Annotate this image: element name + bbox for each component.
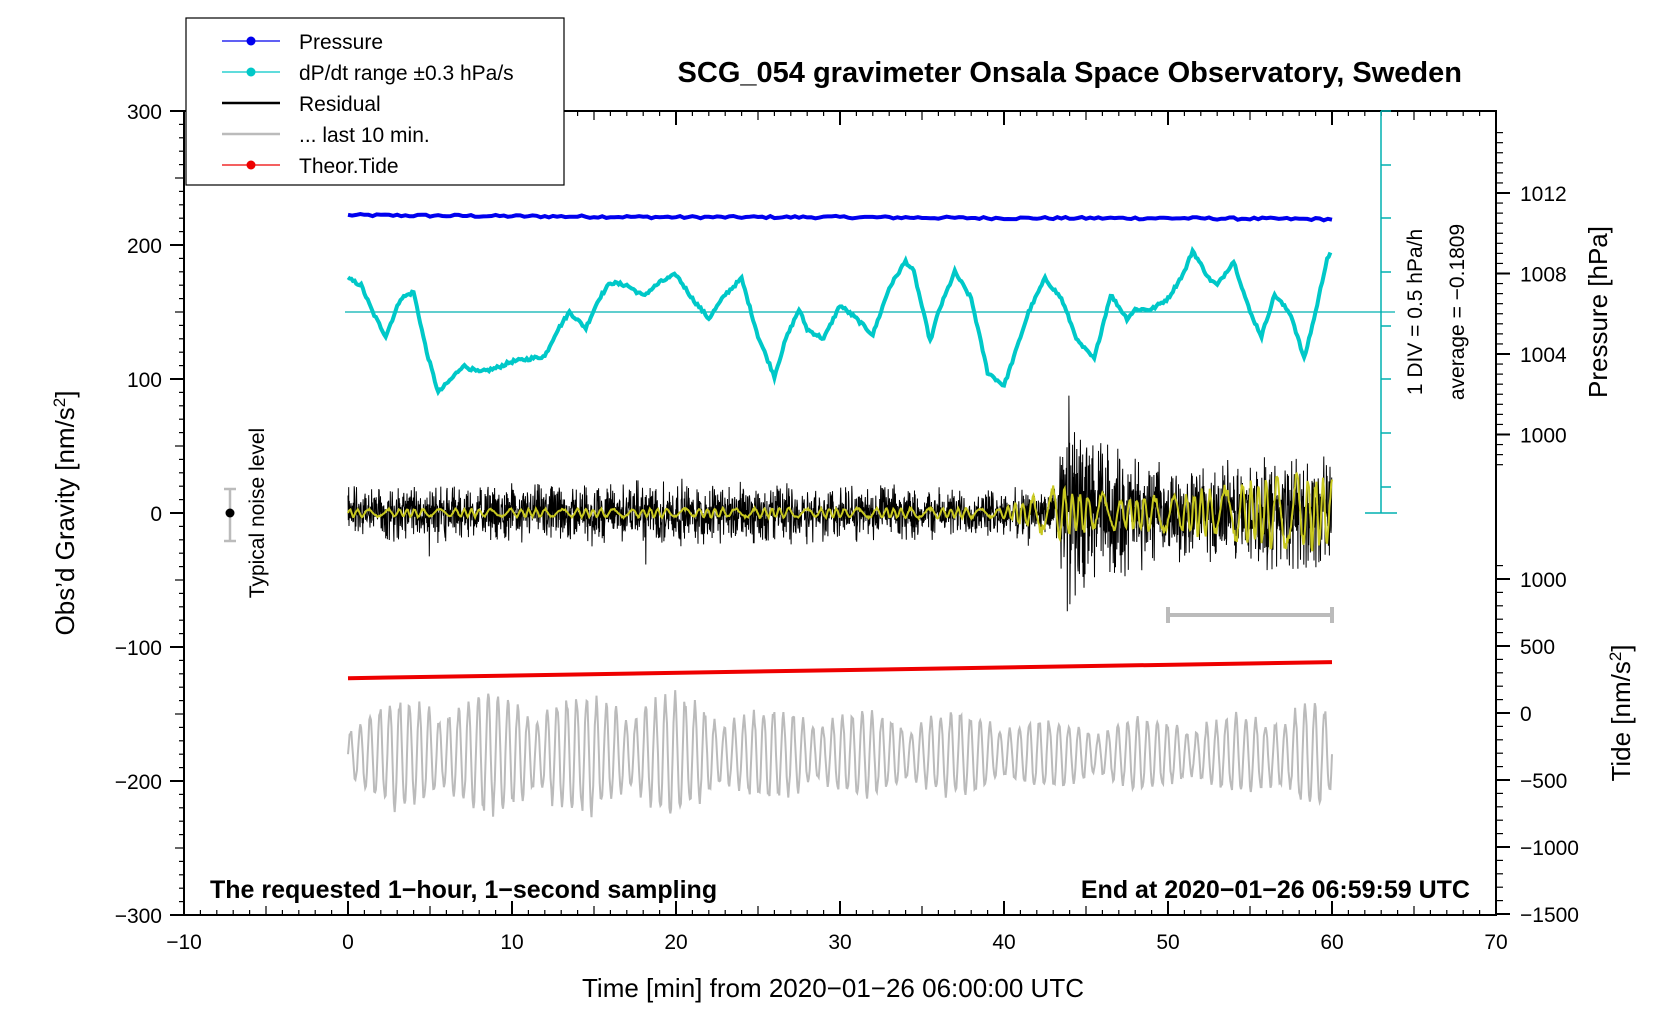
noise-level-label: Typical noise level (246, 428, 269, 598)
average-label: average = −0.1809 (1446, 224, 1469, 400)
legend-label: Theor.Tide (299, 155, 399, 178)
tide-tick-label: 500 (1520, 636, 1555, 659)
noise-level-indicator (224, 487, 236, 543)
legend: Pressure dP/dt range ±0.3 hPa/s Residual..… (185, 17, 565, 186)
tide-tick-label: 0 (1520, 703, 1532, 726)
x-tick-label: 10 (500, 931, 523, 954)
y-tick-label: 100 (127, 369, 162, 392)
dpdt-series-line (346, 245, 1333, 397)
x-tick-label: 0 (342, 931, 354, 954)
tide-tick-label: −500 (1520, 770, 1567, 793)
residual-series-line (347, 395, 1333, 612)
legend-marker (246, 160, 256, 170)
y-tick-label: 0 (150, 503, 162, 526)
legend-label: dP/dt range ±0.3 hPa/s (299, 62, 514, 85)
legend-label: Pressure (299, 31, 383, 54)
y-axis-label: Obs’d Gravity [nm/s2] (50, 391, 80, 636)
tide-axis-ticks: 1000 500 0 −500 −1000 −1500 (1496, 564, 1579, 927)
residual-last10-series-line (347, 471, 1333, 552)
y-tick-label: 200 (127, 235, 162, 258)
legend-marker (246, 67, 256, 77)
legend-marker (246, 36, 256, 46)
y-tick-label: −100 (115, 637, 162, 660)
x-tick-label: 40 (992, 931, 1015, 954)
pressure-series-line (347, 211, 1333, 223)
x-tick-label: 60 (1320, 931, 1343, 954)
last-10-min-bracket (1166, 607, 1334, 623)
y-tick-label: −200 (115, 771, 162, 794)
pressure-tick-label: 1000 (1520, 425, 1567, 448)
x-axis-label: Time [min] from 2020−01−26 06:00:00 UTC (582, 973, 1084, 1003)
legend-label: Residual (299, 93, 381, 116)
y-axis-ticks: 300 200 100 0 −100 −200 −300 (115, 101, 184, 928)
pressure-axis-label: Pressure [hPa] (1583, 226, 1613, 398)
last-10-min-series-line (347, 690, 1333, 818)
y-tick-label: 300 (127, 101, 162, 124)
tide-axis-label: Tide [nm/s2] (1606, 644, 1636, 781)
x-tick-label: 50 (1156, 931, 1179, 954)
tide-tick-label: −1500 (1520, 904, 1579, 927)
x-tick-label: 30 (828, 931, 851, 954)
x-tick-label: 20 (664, 931, 687, 954)
bottom-left-note: The requested 1−hour, 1−second sampling (210, 876, 717, 904)
div-label: 1 DIV = 0.5 hPa/h (1404, 229, 1427, 395)
bottom-right-note: End at 2020−01−26 06:59:59 UTC (1081, 876, 1470, 904)
theor-tide-series-line (347, 660, 1333, 681)
tide-tick-label: −1000 (1520, 837, 1579, 860)
x-tick-label: 70 (1484, 931, 1507, 954)
y-tick-label: −300 (115, 905, 162, 928)
pressure-tick-label: 1012 (1520, 183, 1567, 206)
x-tick-label: −10 (166, 931, 202, 954)
x-axis-ticks: −10 0 10 20 30 40 50 60 70 (166, 111, 1508, 954)
pressure-tick-label: 1004 (1520, 344, 1567, 367)
chart-title: SCG_054 gravimeter Onsala Space Observat… (678, 57, 1462, 89)
pressure-tick-label: 1008 (1520, 264, 1567, 287)
pressure-axis-ticks: 1012 1008 1004 1000 (1496, 132, 1567, 466)
legend-label: ... last 10 min. (299, 124, 430, 147)
tide-tick-label: 1000 (1520, 569, 1567, 592)
